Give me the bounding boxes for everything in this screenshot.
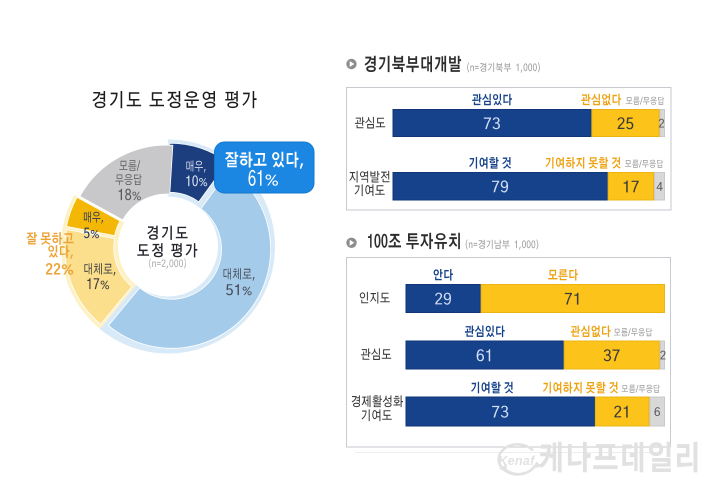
svg-text:Kenaf: Kenaf xyxy=(498,454,536,468)
